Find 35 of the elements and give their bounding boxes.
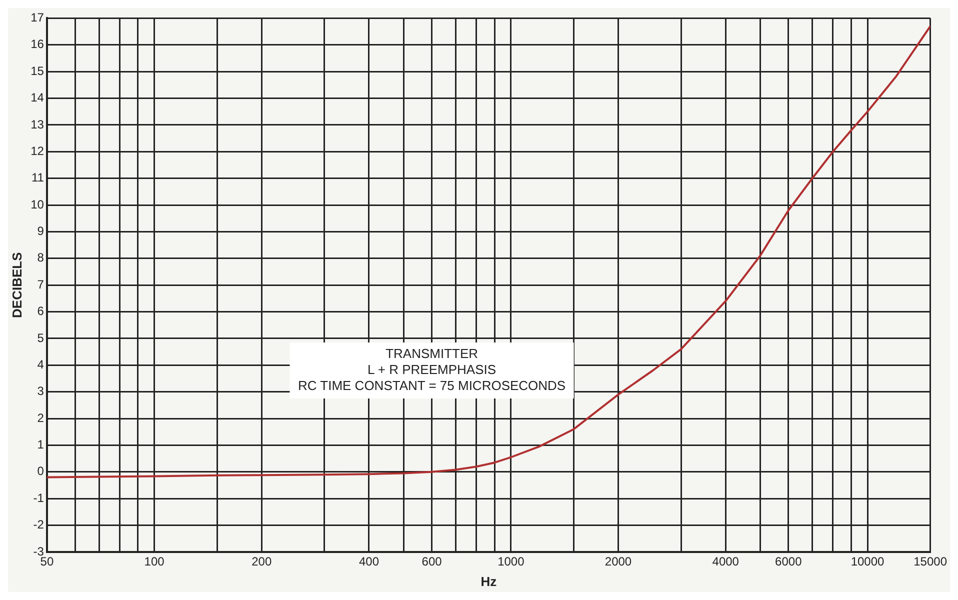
y-tick-label: 11 <box>31 170 44 185</box>
x-tick-label: 100 <box>144 554 165 569</box>
y-tick-label: 9 <box>37 224 44 238</box>
y-tick-label: 15 <box>30 64 44 78</box>
y-tick-label: 13 <box>30 117 44 132</box>
y-tick-label: 6 <box>37 304 44 318</box>
y-tick-label: 0 <box>37 464 44 478</box>
y-tick-label: 14 <box>30 90 44 105</box>
x-tick-label: 400 <box>358 554 380 569</box>
y-axis-title: DECIBELS <box>9 252 24 318</box>
y-tick-label: 16 <box>30 37 44 52</box>
y-tick-label: 8 <box>37 250 44 265</box>
annotation: RC TIME CONSTANT = 75 MICROSECONDS <box>298 378 566 394</box>
x-tick-label: 10000 <box>850 554 885 569</box>
y-tick-label: 10 <box>30 197 44 212</box>
y-tick-label: 1 <box>37 438 44 452</box>
x-tick-label: 1000 <box>498 554 525 569</box>
x-tick-label: 2000 <box>604 554 632 569</box>
x-tick-label: 200 <box>252 554 272 569</box>
y-tick-label: 7 <box>37 277 44 292</box>
y-tick-label: 2 <box>37 410 44 425</box>
y-tick-label: 4 <box>37 357 44 372</box>
y-tick-label: -1 <box>33 490 44 505</box>
y-tick-label: 17 <box>30 10 44 25</box>
annotation: TRANSMITTER <box>386 346 478 362</box>
x-tick-label: 600 <box>422 554 442 569</box>
y-tick-label: -2 <box>33 518 44 532</box>
x-tick-label: 6000 <box>775 554 802 569</box>
x-tick-label: 4000 <box>712 554 740 569</box>
y-tick-label: 3 <box>37 384 44 398</box>
y-tick-label: 5 <box>37 330 44 345</box>
annotation: L + R PREEMPHASIS <box>368 362 496 378</box>
x-axis-title: Hz <box>480 574 498 589</box>
x-tick-label: 15000 <box>914 554 948 569</box>
y-tick-label: 12 <box>30 144 44 158</box>
